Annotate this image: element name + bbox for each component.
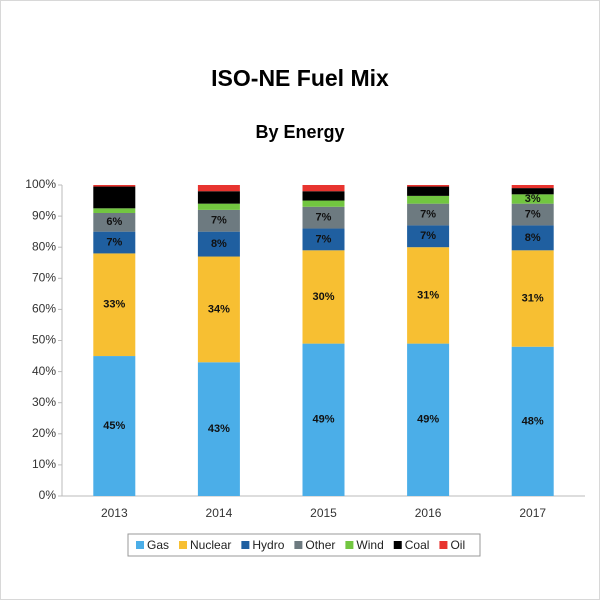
bar-segment xyxy=(302,343,345,496)
bar-segment xyxy=(407,343,450,496)
value-label: 7% xyxy=(420,230,436,242)
bar-segment xyxy=(511,225,554,251)
value-label: 7% xyxy=(106,236,122,248)
bar-segment xyxy=(197,256,240,363)
y-tick-label: 60% xyxy=(32,302,56,316)
bar-segment xyxy=(511,250,554,347)
bar-segment xyxy=(197,362,240,496)
value-label: 7% xyxy=(316,233,332,245)
legend-swatch xyxy=(136,541,144,549)
y-tick-label: 80% xyxy=(32,239,56,253)
bar-segment xyxy=(407,247,450,344)
bar-segment xyxy=(302,185,345,192)
value-label: 43% xyxy=(208,423,230,435)
legend-swatch xyxy=(439,541,448,549)
x-tick-label: 2014 xyxy=(206,506,233,520)
legend-swatch xyxy=(345,541,354,549)
legend-swatch xyxy=(393,541,402,549)
bar-segment xyxy=(93,186,136,209)
bar-segment xyxy=(407,225,450,248)
value-label: 7% xyxy=(316,212,332,224)
legend-swatch xyxy=(179,541,188,549)
bar-segment xyxy=(511,346,554,496)
bar-segment xyxy=(511,194,554,204)
value-label: 33% xyxy=(103,299,125,311)
value-label: 31% xyxy=(417,289,439,301)
y-tick-label: 70% xyxy=(32,270,56,284)
value-label: 31% xyxy=(522,292,544,304)
value-label: 6% xyxy=(106,216,122,228)
x-tick-label: 2017 xyxy=(519,506,546,520)
y-tick-label: 20% xyxy=(32,426,56,440)
value-label: 8% xyxy=(525,232,541,244)
value-label: 45% xyxy=(103,420,125,432)
legend-swatch xyxy=(241,541,250,549)
bar-segment xyxy=(197,185,240,192)
value-label: 48% xyxy=(522,415,544,427)
bar-segment xyxy=(197,231,240,257)
legend-label: Other xyxy=(305,538,335,552)
bar-segment xyxy=(93,185,136,187)
value-label: 7% xyxy=(420,208,436,220)
bar-segment xyxy=(511,203,554,226)
value-label: 3% xyxy=(525,193,541,205)
bar-segment xyxy=(407,185,450,187)
y-tick-label: 30% xyxy=(32,395,56,409)
chart-title: ISO-NE Fuel Mix xyxy=(211,65,389,91)
legend-label: Nuclear xyxy=(190,538,231,552)
bar-segment xyxy=(197,191,240,204)
x-tick-label: 2016 xyxy=(415,506,442,520)
value-label: 49% xyxy=(417,414,439,426)
y-tick-label: 50% xyxy=(32,333,56,347)
bar-segment xyxy=(302,206,345,229)
value-label: 7% xyxy=(211,215,227,227)
y-tick-label: 100% xyxy=(25,177,56,191)
bar-segment xyxy=(93,231,136,254)
legend-swatch xyxy=(294,541,303,549)
y-tick-label: 40% xyxy=(32,364,56,378)
legend-label: Gas xyxy=(147,538,169,552)
value-label: 34% xyxy=(208,303,230,315)
bar-segment xyxy=(93,208,136,213)
bar-segment xyxy=(302,250,345,344)
legend-box xyxy=(127,533,481,557)
y-tick-label: 90% xyxy=(32,208,56,222)
bar-segment xyxy=(302,228,345,251)
bar-segment xyxy=(93,212,136,232)
x-tick-label: 2013 xyxy=(101,506,128,520)
bar-segment xyxy=(407,203,450,226)
bar-segment xyxy=(407,186,450,196)
bar-segment xyxy=(407,195,450,204)
chart-subtitle: By Energy xyxy=(255,122,344,142)
value-label: 7% xyxy=(525,208,541,220)
value-label: 49% xyxy=(312,414,334,426)
value-label: 8% xyxy=(211,238,227,250)
bar-segment xyxy=(302,191,345,201)
legend-label: Oil xyxy=(450,538,465,552)
legend-label: Wind xyxy=(356,538,383,552)
legend-label: Hydro xyxy=(252,538,284,552)
y-tick-label: 0% xyxy=(39,488,57,502)
bar-segment xyxy=(93,253,136,357)
bar-segment xyxy=(197,209,240,232)
y-tick-label: 10% xyxy=(32,457,56,471)
bar-segment xyxy=(197,203,240,210)
legend-label: Coal xyxy=(405,538,430,552)
bar-segment xyxy=(511,188,554,195)
x-tick-label: 2015 xyxy=(310,506,337,520)
bar-segment xyxy=(93,356,136,496)
bar-segment xyxy=(302,200,345,207)
value-label: 30% xyxy=(312,291,334,303)
bar-segment xyxy=(511,185,554,189)
